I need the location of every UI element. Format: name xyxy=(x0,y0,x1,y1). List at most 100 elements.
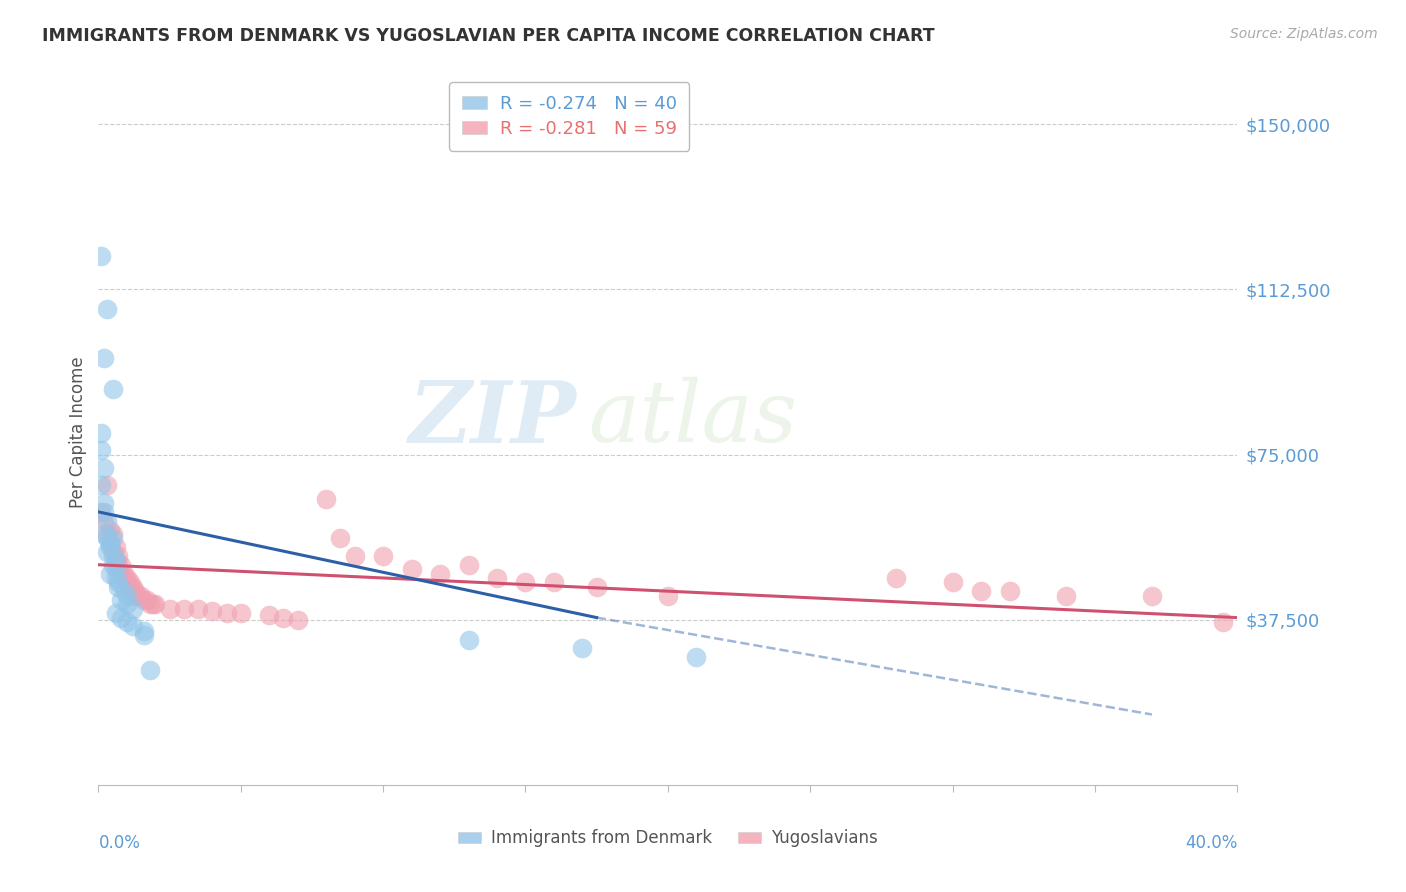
Point xyxy=(110,558,132,572)
Point xyxy=(115,615,138,629)
Point xyxy=(287,613,309,627)
Point xyxy=(90,505,112,519)
Point xyxy=(101,382,124,396)
Point xyxy=(101,527,124,541)
Point xyxy=(115,598,138,612)
Point xyxy=(90,250,112,264)
Point xyxy=(104,553,127,567)
Point xyxy=(884,571,907,585)
Point xyxy=(115,575,138,590)
Point xyxy=(457,632,479,647)
Point xyxy=(104,571,127,585)
Point xyxy=(141,598,163,612)
Point xyxy=(101,558,124,572)
Point xyxy=(259,608,281,623)
Point xyxy=(429,566,451,581)
Point xyxy=(107,580,129,594)
Point xyxy=(90,443,112,458)
Point xyxy=(215,606,238,620)
Point xyxy=(110,566,132,581)
Point xyxy=(543,575,565,590)
Point xyxy=(343,549,366,563)
Point xyxy=(93,496,115,510)
Point xyxy=(124,584,146,599)
Point xyxy=(104,553,127,567)
Point xyxy=(998,584,1021,599)
Point xyxy=(373,549,395,563)
Point xyxy=(101,549,124,563)
Point xyxy=(657,589,679,603)
Point xyxy=(457,558,479,572)
Point xyxy=(93,527,115,541)
Point xyxy=(112,584,135,599)
Point xyxy=(93,514,115,528)
Point xyxy=(115,589,138,603)
Point xyxy=(104,540,127,554)
Point xyxy=(187,601,209,615)
Legend: Immigrants from Denmark, Yugoslavians: Immigrants from Denmark, Yugoslavians xyxy=(451,822,884,855)
Point xyxy=(115,571,138,585)
Point xyxy=(107,549,129,563)
Point xyxy=(401,562,423,576)
Point xyxy=(93,351,115,365)
Point xyxy=(110,593,132,607)
Point xyxy=(112,566,135,581)
Point xyxy=(101,544,124,558)
Point xyxy=(96,532,118,546)
Point xyxy=(1212,615,1234,629)
Point xyxy=(93,505,115,519)
Point xyxy=(96,302,118,317)
Point xyxy=(98,523,121,537)
Point xyxy=(98,540,121,554)
Point xyxy=(315,491,337,506)
Point xyxy=(118,580,141,594)
Y-axis label: Per Capita Income: Per Capita Income xyxy=(69,357,87,508)
Point xyxy=(329,532,352,546)
Text: Source: ZipAtlas.com: Source: ZipAtlas.com xyxy=(1230,27,1378,41)
Point xyxy=(96,527,118,541)
Point xyxy=(585,580,607,594)
Point xyxy=(173,601,195,615)
Point xyxy=(145,598,167,612)
Point xyxy=(93,461,115,475)
Point xyxy=(229,606,252,620)
Point xyxy=(121,601,143,615)
Point xyxy=(685,650,707,665)
Point xyxy=(98,535,121,549)
Point xyxy=(98,535,121,549)
Text: atlas: atlas xyxy=(588,377,797,460)
Point xyxy=(121,619,143,633)
Point xyxy=(1140,589,1163,603)
Text: 0.0%: 0.0% xyxy=(98,834,141,852)
Point xyxy=(129,589,152,603)
Point xyxy=(104,562,127,576)
Point xyxy=(101,532,124,546)
Point xyxy=(104,606,127,620)
Point xyxy=(107,575,129,590)
Text: 40.0%: 40.0% xyxy=(1185,834,1237,852)
Point xyxy=(486,571,509,585)
Point xyxy=(96,514,118,528)
Point xyxy=(121,584,143,599)
Point xyxy=(96,544,118,558)
Text: IMMIGRANTS FROM DENMARK VS YUGOSLAVIAN PER CAPITA INCOME CORRELATION CHART: IMMIGRANTS FROM DENMARK VS YUGOSLAVIAN P… xyxy=(42,27,935,45)
Point xyxy=(107,558,129,572)
Point xyxy=(98,566,121,581)
Point xyxy=(1056,589,1078,603)
Point xyxy=(132,624,155,638)
Point xyxy=(132,628,155,642)
Point xyxy=(118,575,141,590)
Point xyxy=(124,589,146,603)
Text: ZIP: ZIP xyxy=(409,376,576,460)
Point xyxy=(138,598,160,612)
Point xyxy=(970,584,993,599)
Point xyxy=(121,580,143,594)
Point xyxy=(138,664,160,678)
Point xyxy=(942,575,965,590)
Point xyxy=(273,610,295,624)
Point xyxy=(110,610,132,624)
Point xyxy=(159,601,181,615)
Point xyxy=(90,478,112,492)
Point xyxy=(96,478,118,492)
Point xyxy=(135,593,157,607)
